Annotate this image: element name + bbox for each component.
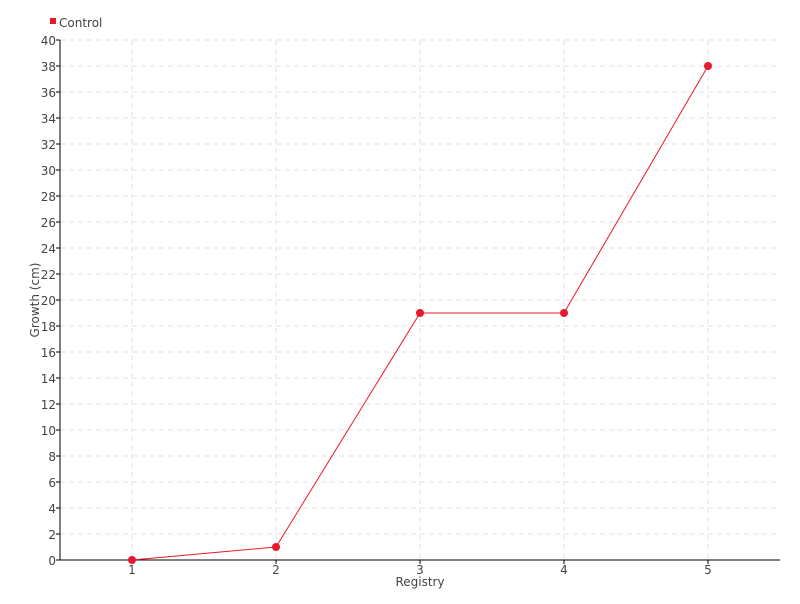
y-tick-label: 26 (41, 216, 56, 230)
legend-swatch (50, 18, 56, 24)
data-point (272, 543, 280, 551)
grid (60, 39, 780, 560)
y-tick-label: 0 (48, 554, 56, 568)
y-tick-label: 30 (41, 164, 56, 178)
x-tick-label: 4 (560, 563, 568, 577)
y-axis-label: Growth (cm) (28, 263, 42, 338)
x-tick-label: 5 (704, 563, 712, 577)
y-tick-label: 28 (41, 190, 56, 204)
y-tick-label: 12 (41, 398, 56, 412)
legend-label: Control (59, 16, 102, 30)
y-tick-label: 18 (41, 320, 56, 334)
y-tick-label: 2 (48, 528, 56, 542)
y-tick-label: 32 (41, 138, 56, 152)
y-tick-label: 38 (41, 60, 56, 74)
y-tick-label: 14 (41, 372, 56, 386)
x-tick-label: 3 (416, 563, 424, 577)
data-point (128, 556, 136, 564)
y-tick-label: 36 (41, 86, 56, 100)
y-tick-label: 24 (41, 242, 56, 256)
y-tick-label: 34 (41, 112, 56, 126)
x-tick-label: 2 (272, 563, 280, 577)
y-tick-label: 10 (41, 424, 56, 438)
legend: Control (50, 16, 102, 30)
y-tick-label: 6 (48, 476, 56, 490)
y-tick-label: 16 (41, 346, 56, 360)
y-tick-label: 8 (48, 450, 56, 464)
y-tick-label: 22 (41, 268, 56, 282)
data-point (704, 62, 712, 70)
x-axis-label: Registry (395, 575, 444, 589)
x-tick-label: 1 (128, 563, 136, 577)
y-tick-label: 4 (48, 502, 56, 516)
y-tick-label: 40 (41, 34, 56, 48)
y-tick-label: 20 (41, 294, 56, 308)
data-point (416, 309, 424, 317)
series (128, 62, 712, 564)
data-point (560, 309, 568, 317)
